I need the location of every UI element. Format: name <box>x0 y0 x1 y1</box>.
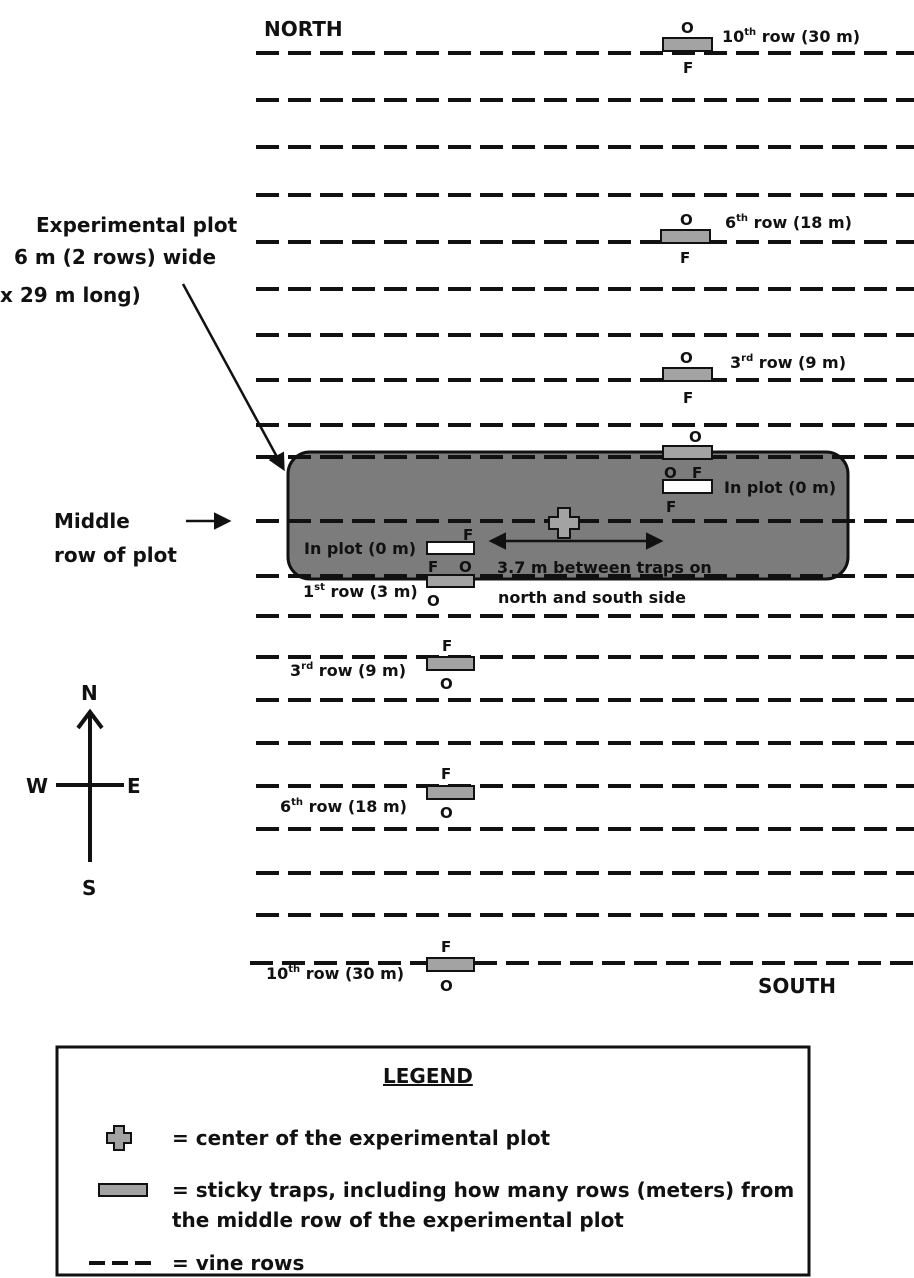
sticky-trap <box>426 574 475 588</box>
plot-label-line2: 6 m (2 rows) wide <box>14 245 216 269</box>
trap-label-south-in-plot: In plot (0 m) <box>304 539 416 558</box>
plot-label-line1: Experimental plot <box>36 213 238 237</box>
trap-letter-f: F <box>680 249 690 267</box>
legend: LEGEND = center of the experimental plot… <box>55 1045 811 1277</box>
trap-south-3rd-row: F O 3rd row (9 m) <box>290 637 475 693</box>
trap-letter-o: O <box>680 349 693 367</box>
trap-letter-f: F <box>666 498 676 516</box>
trap-north-1st-row: O <box>662 428 713 460</box>
plot-callout-arrow <box>181 283 285 472</box>
legend-vines-text: = vine rows <box>172 1251 304 1275</box>
compass-north-arrowhead <box>76 708 104 730</box>
trap-letter-o: O <box>459 558 472 576</box>
trap-letter-f: F <box>683 389 693 407</box>
compass-w: W <box>26 774 48 798</box>
trap-label-north-in-plot: In plot (0 m) <box>724 478 836 497</box>
trap-north-10th-row: O F 10th row (30 m) <box>662 19 860 77</box>
sticky-trap <box>662 37 713 52</box>
trap-label-north-6th: 6th row (18 m) <box>725 213 852 232</box>
sticky-trap <box>426 541 475 555</box>
sticky-trap <box>662 479 713 494</box>
legend-sticky-trap-icon <box>98 1183 148 1197</box>
vine-rows <box>250 51 914 965</box>
sticky-trap <box>426 957 475 972</box>
trap-label-south-10th: 10th row (30 m) <box>266 964 404 983</box>
middle-row-label-line2: row of plot <box>54 543 177 567</box>
trap-letter-f: F <box>463 526 473 544</box>
legend-box <box>55 1045 811 1277</box>
sticky-trap <box>426 785 475 800</box>
trap-letter-o: O <box>440 675 453 693</box>
sticky-trap <box>662 367 713 382</box>
trap-letter-f: F <box>441 938 451 956</box>
trap-letter-o: O <box>440 804 453 822</box>
trap-letter-o: O <box>427 592 440 610</box>
trap-south-6th-row: F O 6th row (18 m) <box>280 765 475 822</box>
legend-center-cross-icon <box>106 1125 132 1151</box>
sticky-trap <box>426 656 475 671</box>
legend-traps-text-line2: the middle row of the experimental plot <box>172 1208 624 1232</box>
trap-north-3rd-row: O F 3rd row (9 m) <box>662 349 846 407</box>
trap-letter-o: O <box>680 211 693 229</box>
trap-label-north-3rd: 3rd row (9 m) <box>730 353 846 372</box>
trap-letter-o: O <box>664 464 677 482</box>
trap-letter-f: F <box>442 637 452 655</box>
north-label: NORTH <box>264 17 343 41</box>
distance-label-line1: 3.7 m between traps on <box>497 558 712 577</box>
legend-center-text: = center of the experimental plot <box>172 1126 551 1150</box>
trap-label-south-6th: 6th row (18 m) <box>280 797 407 816</box>
sticky-trap <box>662 445 713 460</box>
trap-letter-f: F <box>692 464 702 482</box>
middle-row-label-line1: Middle <box>54 509 130 533</box>
trap-label-south-1st: 1st row (3 m) <box>303 582 418 601</box>
trap-label-south-3rd: 3rd row (9 m) <box>290 661 406 680</box>
south-label: SOUTH <box>758 974 836 998</box>
trap-label-north-10th: 10th row (30 m) <box>722 27 860 46</box>
plot-label-line3: x 29 m long) <box>0 283 141 307</box>
trap-south-1st-row: F O O 1st row (3 m) <box>303 558 475 610</box>
trap-north-in-plot: O F F In plot (0 m) <box>662 464 836 516</box>
trap-south-in-plot: F In plot (0 m) <box>304 526 475 558</box>
legend-traps-text-line1: = sticky traps, including how many rows … <box>172 1178 794 1202</box>
trap-letter-f: F <box>683 59 693 77</box>
compass-rose-icon: N S W E <box>26 681 141 900</box>
trap-letter-o: O <box>689 428 702 446</box>
trap-south-10th-row: F O 10th row (30 m) <box>266 938 475 995</box>
compass-s: S <box>82 876 96 900</box>
trap-letter-f: F <box>441 765 451 783</box>
legend-title: LEGEND <box>383 1064 473 1088</box>
trap-letter-f: F <box>428 558 438 576</box>
trap-north-6th-row: O F 6th row (18 m) <box>660 211 852 267</box>
sticky-trap <box>660 229 711 244</box>
trap-letter-o: O <box>681 19 694 37</box>
compass-e: E <box>127 774 141 798</box>
trap-letter-o: O <box>440 977 453 995</box>
compass-n: N <box>81 681 98 705</box>
distance-label-line2: north and south side <box>498 588 686 607</box>
